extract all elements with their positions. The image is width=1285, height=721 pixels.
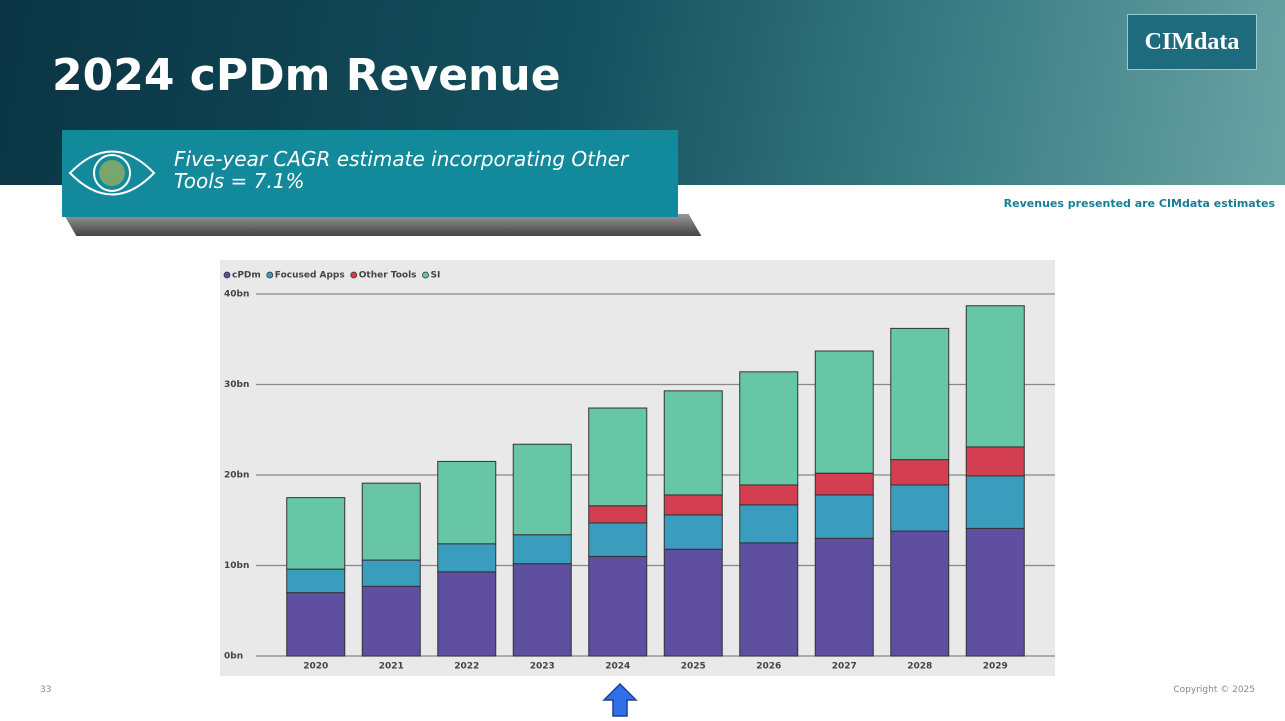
bar-segment xyxy=(286,592,346,657)
y-tick-label: 30bn xyxy=(224,380,249,390)
bar-segment xyxy=(814,494,874,539)
callout-shadow xyxy=(63,214,702,236)
legend-swatch xyxy=(266,271,274,279)
bar-segment xyxy=(588,407,648,507)
eye-icon xyxy=(68,150,156,196)
chart: 0bn 10bn 20bn 30bn 40bn cPDm Focused Apps Other… xyxy=(220,260,1055,676)
bar-segment xyxy=(512,563,572,657)
bar-segment xyxy=(890,459,950,486)
bar-segment xyxy=(286,568,346,594)
bar-segment xyxy=(588,505,648,524)
x-tick-label: 2023 xyxy=(530,662,555,672)
y-tick-label: 20bn xyxy=(224,471,249,481)
bar-segment xyxy=(361,559,421,587)
bar-segment xyxy=(437,543,497,573)
bar-segment xyxy=(965,305,1025,448)
bar-segment xyxy=(663,514,723,550)
note: Revenues presented are CIMdata estimates xyxy=(1003,197,1275,210)
bar-segment xyxy=(890,530,950,657)
callout-text: Five-year CAGR estimate incorporating Ot… xyxy=(174,147,629,193)
callout-box xyxy=(62,130,678,217)
logo: CIMdata xyxy=(1127,14,1257,70)
x-tick-label: 2020 xyxy=(303,662,328,672)
slide-title: 2024 cPDm Revenue xyxy=(52,50,561,101)
bar-segment xyxy=(965,527,1025,657)
bar-segment xyxy=(361,585,421,657)
x-tick-label: 2026 xyxy=(756,662,781,672)
x-tick-label: 2022 xyxy=(454,662,479,672)
x-tick-label: 2025 xyxy=(681,662,706,672)
bar-segment xyxy=(814,350,874,474)
legend-swatch xyxy=(422,271,429,279)
legend-label: Other Tools xyxy=(359,271,417,281)
y-tick-label: 0bn xyxy=(224,652,243,662)
legend-label: cPDm xyxy=(232,271,261,281)
bar-segment xyxy=(588,555,648,657)
copyright: Copyright © 2025 xyxy=(1173,685,1255,695)
bar-segment xyxy=(965,475,1025,529)
bar-segment xyxy=(739,504,799,544)
legend-label: SI xyxy=(431,271,441,281)
bar-segment xyxy=(890,327,950,461)
x-tick-label: 2027 xyxy=(832,662,857,672)
bar-segment xyxy=(361,482,421,561)
x-tick-label: 2024 xyxy=(605,662,630,672)
bar-segment xyxy=(437,571,497,657)
y-tick-label: 10bn xyxy=(224,561,249,571)
bar-segment xyxy=(663,548,723,657)
page-number: 33 xyxy=(40,685,52,695)
bar-segment xyxy=(739,484,799,506)
bar-segment xyxy=(739,542,799,657)
bar-segment xyxy=(965,446,1025,477)
bar-segment xyxy=(512,443,572,536)
bar-segment xyxy=(814,472,874,496)
x-tick-label: 2028 xyxy=(907,662,932,672)
legend-swatch xyxy=(223,271,231,279)
bar-segment xyxy=(437,460,497,545)
bar-segment xyxy=(663,494,723,516)
x-tick-label: 2029 xyxy=(983,662,1008,672)
bar-segment xyxy=(588,522,648,557)
bar-segment xyxy=(814,537,874,657)
y-tick-label: 40bn xyxy=(224,290,249,300)
arrow-icon xyxy=(602,682,638,717)
bar-segment xyxy=(512,534,572,565)
legend-label: Focused Apps xyxy=(275,271,345,281)
x-tick-label: 2021 xyxy=(379,662,404,672)
legend-swatch xyxy=(350,271,358,279)
bar-segment xyxy=(286,497,346,570)
bar-segment xyxy=(663,390,723,496)
bar-segment xyxy=(890,484,950,532)
bar-segment xyxy=(739,371,799,486)
